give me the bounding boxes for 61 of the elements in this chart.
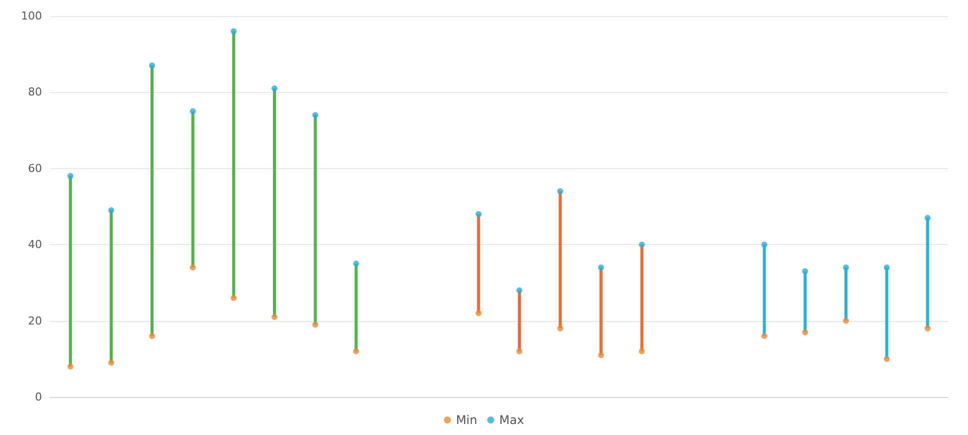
bar — [110, 210, 113, 363]
point — [802, 268, 808, 274]
point — [761, 242, 768, 248]
y-tick-label: 40 — [28, 238, 42, 252]
point — [272, 314, 278, 320]
point — [190, 264, 196, 270]
point — [842, 264, 849, 270]
point — [67, 173, 74, 180]
point — [598, 264, 604, 270]
legend-label: Min — [456, 413, 478, 427]
point — [761, 333, 768, 340]
bar — [518, 290, 521, 352]
y-tick-label: 20 — [28, 314, 42, 328]
point — [67, 364, 74, 370]
bar — [640, 244, 644, 352]
bar — [354, 264, 358, 352]
point — [272, 85, 278, 92]
point — [312, 112, 318, 118]
y-tick-label: 60 — [28, 162, 42, 175]
point — [353, 260, 360, 267]
y-tick-label: 80 — [28, 86, 42, 99]
point — [516, 287, 522, 294]
point — [230, 294, 237, 301]
bar — [926, 218, 930, 328]
point — [842, 318, 849, 324]
y-tick-label: 100 — [21, 10, 42, 22]
bar — [477, 214, 480, 314]
point — [638, 348, 645, 354]
point — [353, 348, 360, 354]
point — [884, 356, 890, 362]
point — [476, 310, 482, 316]
bar — [600, 267, 603, 356]
point — [312, 322, 318, 328]
point — [638, 242, 645, 248]
point — [149, 333, 156, 340]
point — [557, 188, 564, 194]
point — [516, 348, 522, 354]
bar — [558, 191, 562, 328]
point — [884, 264, 890, 270]
point — [802, 329, 808, 336]
point — [924, 325, 931, 332]
point — [557, 325, 564, 332]
point — [230, 28, 237, 34]
y-tick-label: 0 — [35, 390, 42, 404]
bar — [885, 267, 888, 359]
legend-label: Max — [499, 413, 524, 427]
point — [598, 352, 604, 358]
point — [149, 62, 156, 69]
bar — [191, 111, 194, 268]
point — [108, 207, 114, 214]
bar — [273, 88, 276, 317]
point — [476, 211, 482, 218]
bar — [804, 271, 807, 332]
point — [924, 214, 931, 221]
bar — [762, 244, 766, 336]
point — [108, 360, 114, 366]
point — [190, 108, 196, 114]
bar — [68, 176, 72, 367]
bar — [314, 115, 317, 325]
bar — [232, 31, 236, 298]
bar — [150, 66, 154, 336]
